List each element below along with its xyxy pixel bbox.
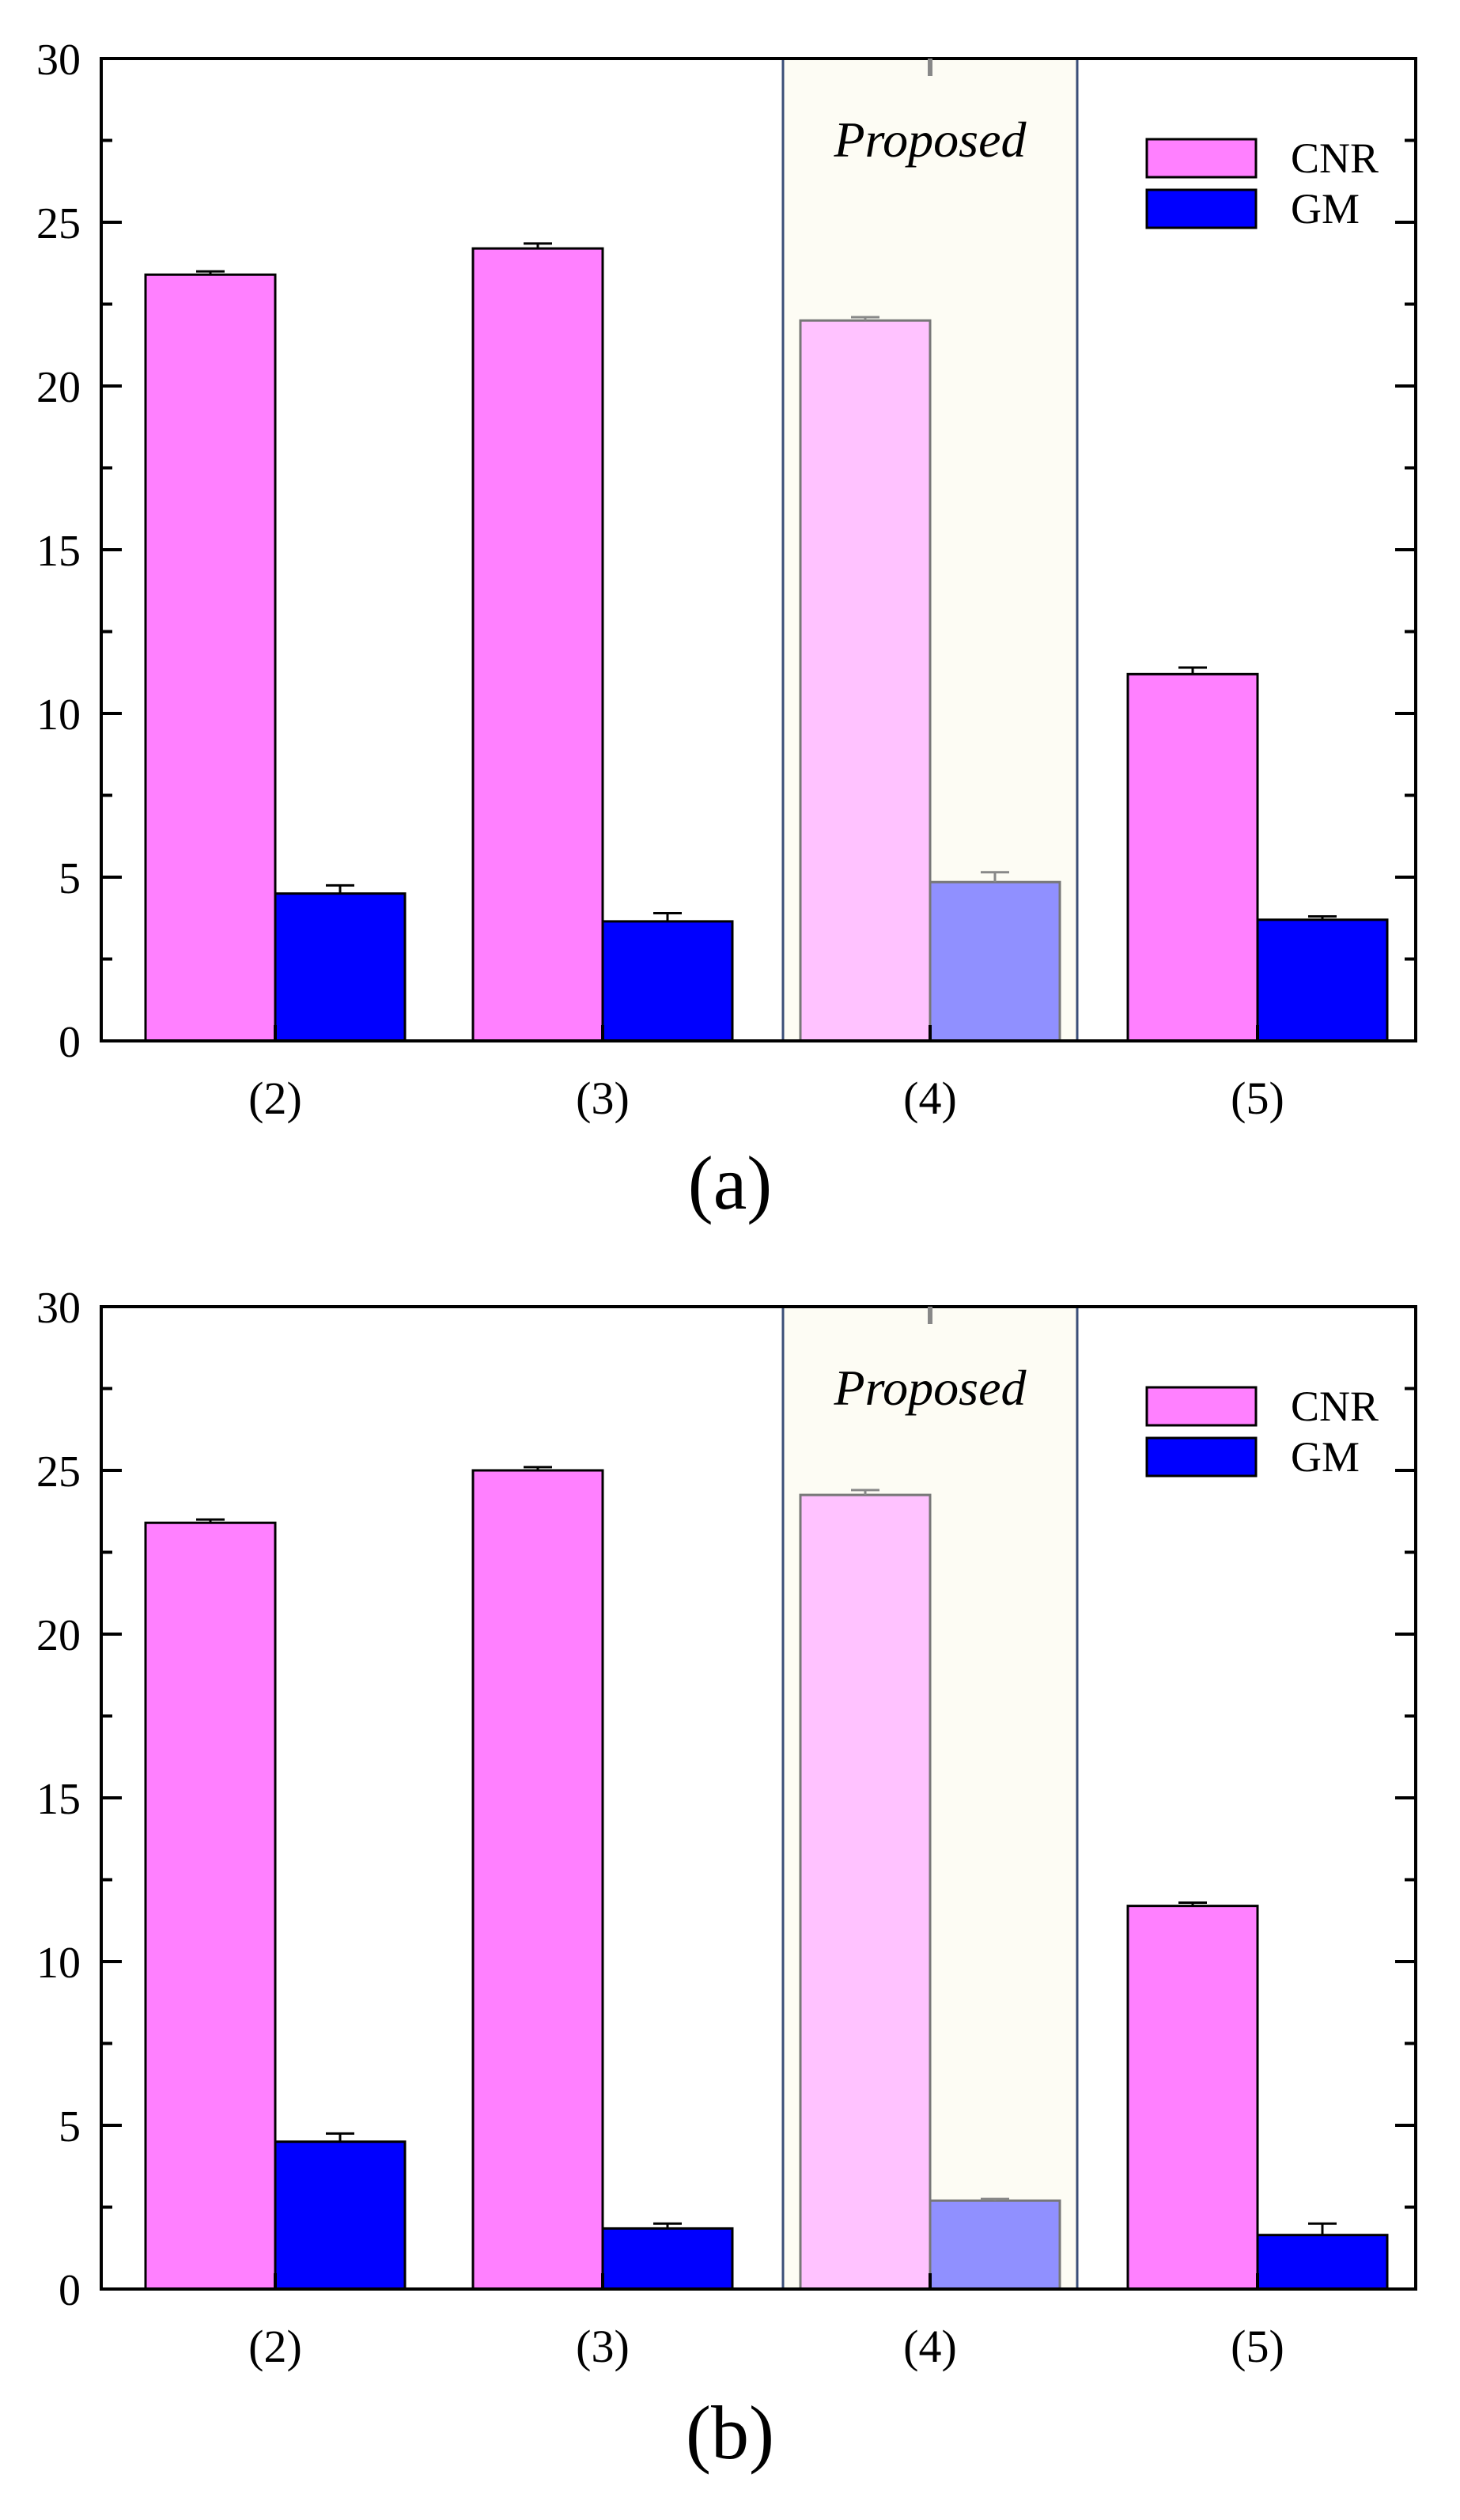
panel-label: (b)	[686, 2390, 774, 2475]
y-tick-label: 10	[36, 1939, 81, 1988]
legend-swatch-cnr	[1145, 1386, 1258, 1427]
y-tick-label: 5	[59, 854, 81, 903]
y-tick-label: 25	[36, 199, 81, 248]
bar-cnr-3	[471, 247, 604, 1042]
legend-swatch-gm	[1145, 1436, 1258, 1478]
y-tick-label: 20	[36, 363, 81, 412]
proposed-label: Proposed	[834, 112, 1027, 168]
legend-label-gm: GM	[1291, 185, 1360, 233]
x-tick-label: (4)	[903, 1073, 957, 1124]
error-bar-group	[196, 242, 1337, 921]
bar-cnr-5	[1126, 1905, 1259, 2291]
proposed-label: Proposed	[834, 1360, 1027, 1416]
y-tick-label: 10	[36, 691, 81, 740]
bar-cnr-5	[1126, 672, 1259, 1042]
legend-swatch-gm	[1145, 188, 1258, 229]
y-tick-label: 5	[59, 2102, 81, 2151]
bar-gm-3	[601, 920, 734, 1042]
x-tick-label: (3)	[576, 2321, 630, 2372]
bar-cnr-4	[799, 319, 932, 1042]
legend-label-cnr: CNR	[1291, 134, 1379, 182]
y-tick-label: 30	[36, 1284, 81, 1333]
bar-gm-5	[1256, 918, 1389, 1042]
y-tick-label: 30	[36, 36, 81, 85]
legend-label-cnr: CNR	[1291, 1383, 1379, 1430]
bar-gm-4	[929, 2199, 1061, 2291]
chart-panel-a: Proposed 0 5 10 15 20 25 30 (2) (3) (4) (5) CNRGM…	[36, 36, 1417, 1225]
x-tick-label: (3)	[576, 1073, 630, 1124]
y-tick-label: 15	[36, 1775, 81, 1824]
x-tick-labels: (2) (3) (4) (5)	[248, 2321, 1284, 2372]
y-tick-label: 15	[36, 527, 81, 576]
legend-label-gm: GM	[1291, 1433, 1360, 1481]
x-tick-label: (4)	[903, 2321, 957, 2372]
legend-swatch-cnr	[1145, 138, 1258, 179]
bar-cnr-3	[471, 1469, 604, 2291]
y-tick-label: 0	[59, 2266, 81, 2315]
bar-gm-3	[601, 2227, 734, 2291]
bar-gm-2	[274, 2140, 407, 2291]
y-tick-labels: 0 5 10 15 20 25 30	[36, 1284, 81, 2315]
error-bar-group	[196, 1466, 1337, 2235]
x-tick-label: (5)	[1231, 2321, 1284, 2372]
y-tick-label: 25	[36, 1447, 81, 1496]
x-tick-label: (2)	[248, 1073, 302, 1124]
bar-cnr-4	[799, 1493, 932, 2291]
bar-group	[144, 1469, 1389, 2291]
y-tick-labels: 0 5 10 15 20 25 30	[36, 36, 81, 1067]
y-tick-label: 20	[36, 1611, 81, 1660]
tick-group	[101, 57, 1416, 1042]
bar-cnr-2	[144, 1521, 277, 2291]
bar-gm-2	[274, 892, 407, 1042]
x-tick-label: (2)	[248, 2321, 302, 2372]
x-tick-label: (5)	[1231, 1073, 1284, 1124]
bar-cnr-2	[144, 273, 277, 1042]
bar-gm-5	[1256, 2234, 1389, 2291]
y-tick-label: 0	[59, 1018, 81, 1067]
x-tick-labels: (2) (3) (4) (5)	[248, 1073, 1284, 1124]
panel-label: (a)	[688, 1141, 773, 1225]
chart-panel-b: Proposed 0 5 10 15 20 25 30 (2) (3) (4) (5) CNRGM…	[36, 1284, 1417, 2475]
bar-gm-4	[929, 880, 1061, 1042]
tick-group	[101, 1305, 1416, 2291]
